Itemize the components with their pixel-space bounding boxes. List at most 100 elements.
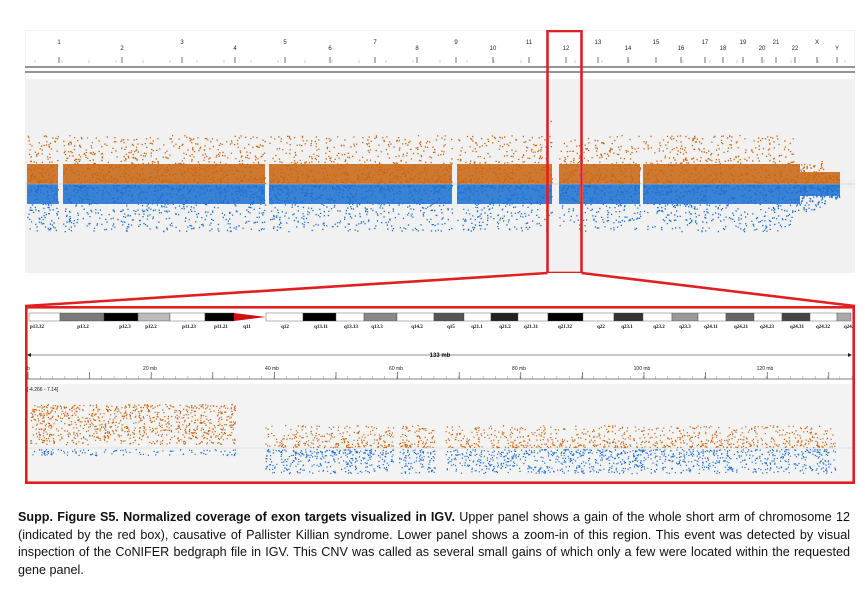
ruler-label-1: 20 mb	[143, 366, 157, 372]
cytoband-q21.32	[547, 312, 584, 322]
cytoband-q24.11	[697, 312, 727, 322]
cytoband-label-p11.21: p11.21	[214, 325, 228, 330]
chromosome-label-17: 17	[702, 40, 709, 46]
cytoband-q21.2	[490, 312, 519, 322]
zoom-line-left	[24, 271, 548, 308]
cytoband-label-q24.32: q24.32	[816, 325, 831, 330]
cytoband-label-p11.23: p11.23	[182, 325, 196, 330]
chromosome-label-2: 2	[120, 46, 124, 52]
cytoband-q23.3	[671, 312, 699, 322]
cytoband-q12	[265, 312, 304, 322]
ruler-label-5: 100 mb	[634, 366, 651, 372]
chromosome-label-Y: Y	[835, 46, 839, 52]
cytoband-labels: p13.32 p13.2 p12.3 p12.2 p11.23 p11.21 q11 q12 q…	[30, 325, 855, 330]
chromosome-label-14: 14	[625, 46, 632, 52]
span-label: 133 mb	[430, 353, 451, 359]
ruler-label-6: 120 mb	[757, 366, 774, 372]
cytoband-label-q22: q22	[597, 325, 605, 330]
chromosome-label-1: 1	[57, 40, 61, 46]
cytoband-q23.1	[613, 312, 644, 322]
cytoband-label-q23.1: q23.1	[621, 325, 633, 330]
cytoband-p13.32	[28, 312, 61, 322]
cytoband-q13.3	[363, 312, 398, 322]
gain-points	[27, 120, 841, 185]
chromosome-label-8: 8	[415, 46, 419, 52]
cytoband-label-q21.31: q21.31	[524, 325, 539, 330]
span-arrow-right	[848, 353, 852, 357]
zoom-track-background	[25, 384, 855, 484]
ruler-label-2: 40 mb	[265, 366, 279, 372]
ruler-start-label: b	[27, 366, 30, 372]
chromosome-label-6: 6	[328, 46, 332, 52]
cytoband-q21.1	[463, 312, 492, 322]
chr12-ideogram	[28, 312, 852, 322]
cytoband-q24.33	[836, 312, 852, 322]
cytoband-label-q23.2: q23.2	[653, 325, 665, 330]
loss-density-band	[27, 184, 839, 204]
cytoband-label-p12.3: p12.3	[119, 325, 131, 330]
chromosome-label-18: 18	[720, 46, 727, 52]
cytoband-q15	[433, 312, 465, 322]
chromosome-label-12: 12	[563, 46, 570, 52]
cytoband-q13.13	[335, 312, 365, 322]
chromosome-label-10: 10	[490, 46, 497, 52]
cytoband-label-q24.21: q24.21	[734, 325, 749, 330]
mb-ruler	[25, 362, 855, 379]
cytoband-label-q23.3: q23.3	[679, 325, 691, 330]
cytoband-label-p13.2: p13.2	[77, 325, 89, 330]
cytoband-q24.23	[753, 312, 783, 322]
zoom-loss-points	[32, 449, 837, 475]
cytoband-label-q24.33: q24.33	[844, 325, 855, 330]
cytoband-label-q24.23: q24.23	[760, 325, 775, 330]
mb-ruler-ticks: 20 mb 40 mb 60 mb 80 mb 100 mb 120 mb	[27, 366, 853, 379]
chromosome-label-7: 7	[373, 40, 377, 46]
cytoband-label-q24.31: q24.31	[790, 325, 805, 330]
chromosome-label-21: 21	[773, 40, 780, 46]
chromosome-label-X: X	[815, 40, 819, 46]
chromosome-label-22: 22	[792, 46, 799, 52]
cytoband-label-p13.32: p13.32	[30, 325, 45, 330]
figure-caption: Supp. Figure S5. Normalized coverage of …	[18, 509, 850, 579]
chromosome-label-20: 20	[759, 46, 766, 52]
zoom-line-right	[581, 271, 856, 308]
centromere-p	[234, 313, 266, 321]
chr12-zoom-panel: p13.32 p13.2 p12.3 p12.2 p11.23 p11.21 q11 q12 q…	[25, 306, 855, 484]
coverage-scatter	[27, 120, 855, 233]
cytoband-p12.2	[137, 312, 171, 322]
cytoband-label-q13.13: q13.13	[344, 325, 359, 330]
cytoband-label-q11: q11	[243, 325, 251, 330]
chromosome-label-13: 13	[595, 40, 602, 46]
ruler-label-4: 80 mb	[512, 366, 526, 372]
caption-title: Supp. Figure S5. Normalized coverage of …	[18, 510, 455, 524]
cytoband-q21.31	[517, 312, 549, 322]
chromosome-label-9: 9	[454, 40, 458, 46]
chromosome-label-3: 3	[180, 40, 184, 46]
zoom-coverage-scatter	[30, 404, 837, 475]
cytoband-label-q12: q12	[281, 325, 289, 330]
caption-text: Upper panel shows a gain of the whole sh…	[18, 510, 850, 577]
span-arrow-left	[27, 353, 31, 357]
cytoband-q13.11	[302, 312, 337, 322]
cytoband-label-q21.32: q21.32	[558, 325, 573, 330]
cytoband-q23.2	[642, 312, 673, 322]
cytoband-q22	[582, 312, 615, 322]
chromosome-label-5: 5	[283, 40, 287, 46]
cytoband-label-q24.11: q24.11	[704, 325, 718, 330]
chromosome-label-15: 15	[653, 40, 660, 46]
cytoband-label-q21.1: q21.1	[471, 325, 483, 330]
data-range-label: [-4.266 - 7.14]	[27, 387, 59, 393]
zoom-panel-border	[25, 306, 855, 484]
cytoband-label-p12.2: p12.2	[145, 325, 157, 330]
chromosome-ticks	[34, 57, 846, 63]
chromosome-label-11: 11	[526, 40, 533, 46]
gain-density-band	[27, 164, 839, 184]
cytoband-label-q13.3: q13.3	[371, 325, 383, 330]
chromosome-label-4: 4	[233, 46, 237, 52]
cytoband-q24.31	[781, 312, 811, 322]
chromosome-label-19: 19	[740, 40, 747, 46]
cytoband-q24.32	[809, 312, 838, 322]
ruler-label-3: 60 mb	[389, 366, 403, 372]
